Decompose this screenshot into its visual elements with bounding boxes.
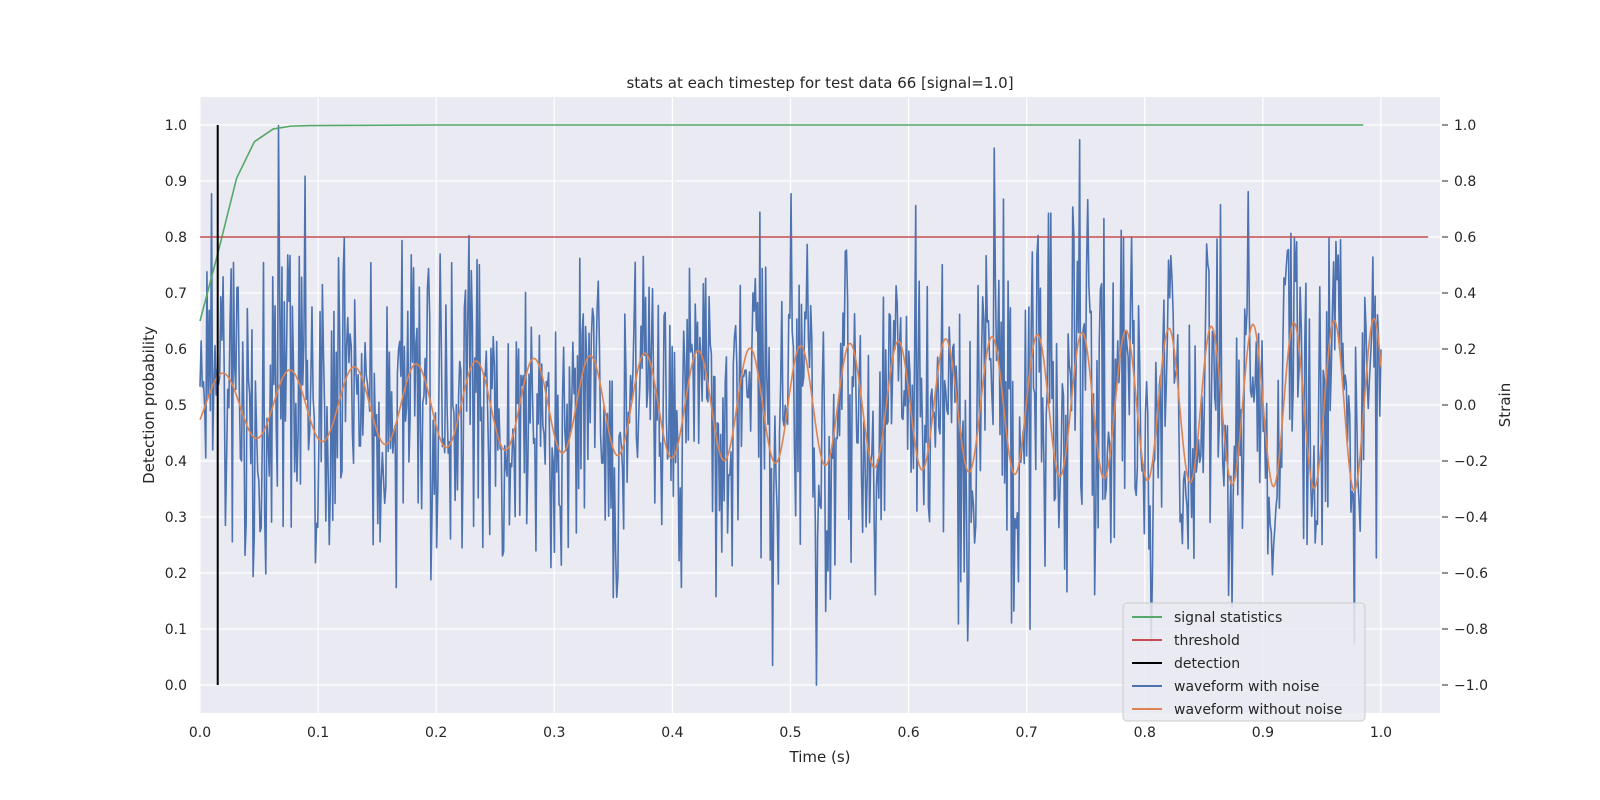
legend-label: threshold: [1174, 633, 1240, 649]
x-tick-label: 0.5: [779, 725, 801, 741]
y-right-tick-label: −1.0: [1454, 678, 1488, 694]
y-left-tick-label: 0.9: [165, 174, 187, 190]
x-tick-label: 0.9: [1252, 725, 1274, 741]
y-right-tick-label: 0.0: [1454, 398, 1476, 414]
y-right-tick-label: 0.4: [1454, 286, 1476, 302]
x-axis-label: Time (s): [789, 748, 851, 766]
y-axis-left-label: Detection probability: [140, 326, 158, 484]
x-tick-label: 1.0: [1370, 725, 1392, 741]
y-left-tick-label: 0.5: [165, 398, 187, 414]
y-left-tick-label: 0.4: [165, 454, 187, 470]
series-layer: [199, 124, 1429, 686]
series-signal-statistics: [199, 124, 1364, 322]
y-left-tick-label: 0.2: [165, 566, 187, 582]
legend-label: signal statistics: [1174, 610, 1282, 626]
legend: signal statistics threshold detection wavef…: [1122, 602, 1366, 722]
y-right-tick-label: 1.0: [1454, 118, 1476, 134]
x-tick-label: 0.0: [189, 725, 211, 741]
legend-label: waveform without noise: [1174, 702, 1342, 718]
y-left-tick-label: 0.6: [165, 342, 187, 358]
y-left-tick-label: 0.0: [165, 678, 187, 694]
x-tick-label: 0.1: [307, 725, 329, 741]
x-tick-label: 0.8: [1134, 725, 1156, 741]
x-tick-label: 0.3: [543, 725, 565, 741]
y-right-tick-label: 0.8: [1454, 174, 1476, 190]
ticks: 0.0 0.1 0.2 0.3 0.4 0.5 0.6 0.7 0.8 0.9 1.0 0.0 0.1 0…: [165, 118, 1488, 741]
y-right-tick-label: −0.4: [1454, 510, 1488, 526]
x-tick-label: 0.6: [897, 725, 919, 741]
series-waveform-without-noise: [199, 317, 1382, 492]
y-left-tick-label: 0.1: [165, 622, 187, 638]
chart-title: stats at each timestep for test data 66 …: [626, 74, 1013, 92]
y-left-tick-label: 0.8: [165, 230, 187, 246]
x-tick-label: 0.7: [1016, 725, 1038, 741]
y-axis-right-label: Strain: [1496, 383, 1514, 427]
series-waveform-with-noise: [199, 124, 1382, 686]
y-left-tick-label: 0.3: [165, 510, 187, 526]
legend-box: [1122, 602, 1366, 722]
y-right-tick-label: 0.6: [1454, 230, 1476, 246]
y-right-tick-label: −0.8: [1454, 622, 1488, 638]
legend-label: detection: [1174, 656, 1240, 672]
legend-label: waveform with noise: [1174, 679, 1319, 695]
y-left-tick-label: 0.7: [165, 286, 187, 302]
y-right-tick-label: 0.2: [1454, 342, 1476, 358]
y-right-tick-label: −0.2: [1454, 454, 1488, 470]
y-right-tick-label: −0.6: [1454, 566, 1488, 582]
x-tick-label: 0.2: [425, 725, 447, 741]
y-left-tick-label: 1.0: [165, 118, 187, 134]
x-tick-label: 0.4: [661, 725, 683, 741]
